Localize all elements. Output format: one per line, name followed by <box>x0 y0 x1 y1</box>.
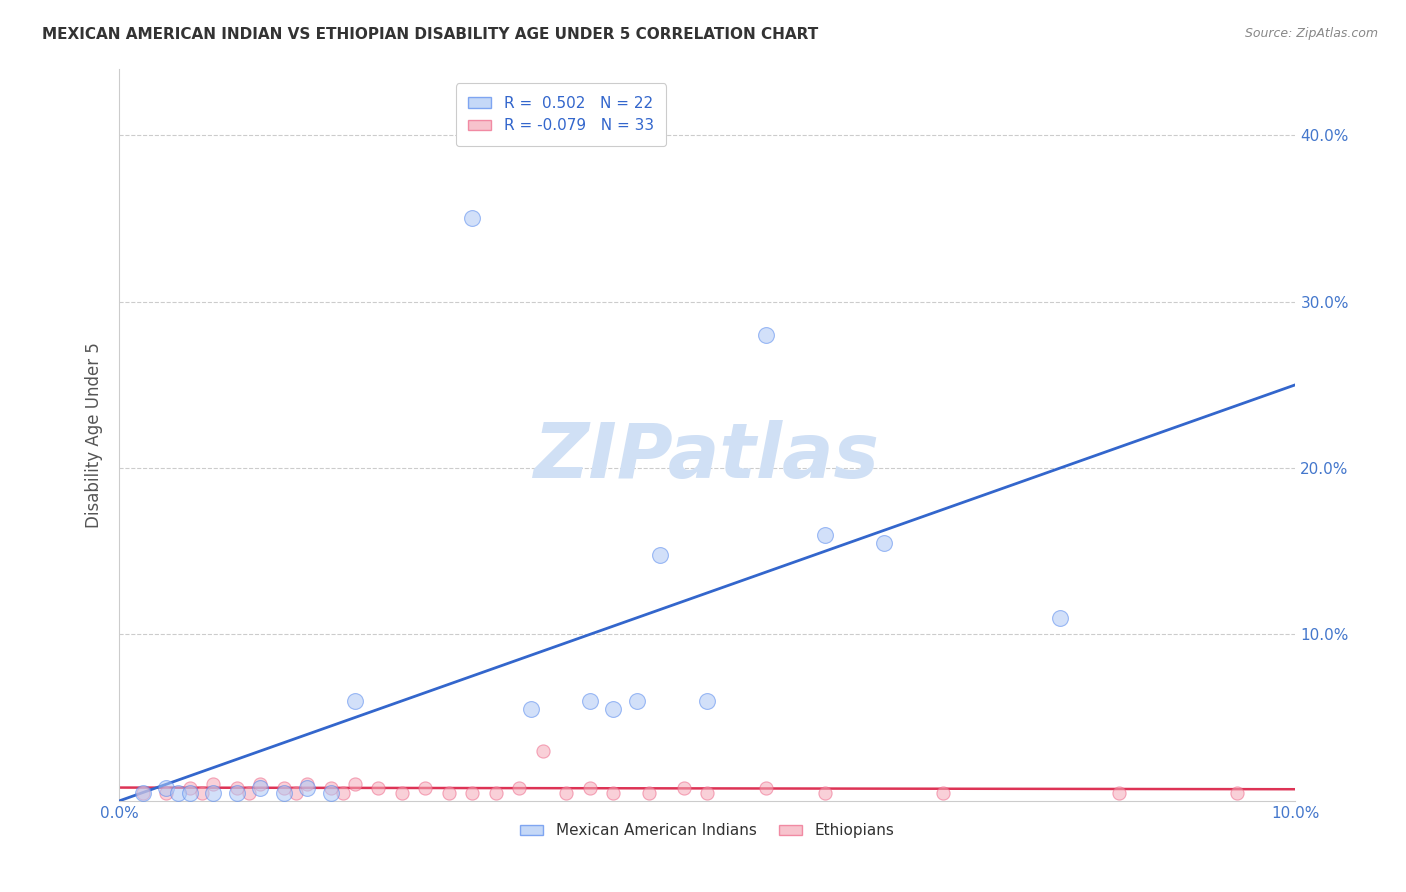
Point <box>202 777 225 791</box>
Point <box>755 327 778 342</box>
Point <box>332 786 354 800</box>
Point <box>132 786 155 800</box>
Text: ZIPatlas: ZIPatlas <box>534 419 880 493</box>
Point <box>696 694 718 708</box>
Point <box>343 777 366 791</box>
Point <box>650 548 672 562</box>
Point <box>155 786 177 800</box>
Point <box>696 786 718 800</box>
Point <box>1108 786 1130 800</box>
Point <box>555 786 578 800</box>
Y-axis label: Disability Age Under 5: Disability Age Under 5 <box>86 342 103 528</box>
Point <box>626 694 648 708</box>
Point <box>602 702 624 716</box>
Text: Source: ZipAtlas.com: Source: ZipAtlas.com <box>1244 27 1378 40</box>
Point <box>520 702 543 716</box>
Point <box>319 786 342 800</box>
Point <box>391 786 413 800</box>
Point <box>225 780 247 795</box>
Point <box>437 786 460 800</box>
Point <box>578 694 600 708</box>
Point <box>155 780 177 795</box>
Point <box>319 780 342 795</box>
Text: MEXICAN AMERICAN INDIAN VS ETHIOPIAN DISABILITY AGE UNDER 5 CORRELATION CHART: MEXICAN AMERICAN INDIAN VS ETHIOPIAN DIS… <box>42 27 818 42</box>
Point <box>238 786 260 800</box>
Point <box>167 786 190 800</box>
Point <box>297 777 319 791</box>
Point <box>672 780 695 795</box>
Point <box>578 780 600 795</box>
Point <box>1049 611 1071 625</box>
Point <box>508 780 530 795</box>
Point <box>190 786 212 800</box>
Point <box>273 780 295 795</box>
Point <box>873 536 896 550</box>
Point <box>367 780 389 795</box>
Point <box>202 786 225 800</box>
Point <box>461 786 484 800</box>
Point <box>485 786 508 800</box>
Point <box>225 786 247 800</box>
Point <box>249 780 271 795</box>
Legend: Mexican American Indians, Ethiopians: Mexican American Indians, Ethiopians <box>515 817 900 845</box>
Point <box>531 744 554 758</box>
Point <box>273 786 295 800</box>
Point <box>931 786 953 800</box>
Point <box>297 780 319 795</box>
Point <box>461 211 484 226</box>
Point <box>132 786 155 800</box>
Point <box>343 694 366 708</box>
Point <box>814 527 837 541</box>
Point <box>637 786 659 800</box>
Point <box>413 780 436 795</box>
Point <box>814 786 837 800</box>
Point <box>179 780 201 795</box>
Point <box>602 786 624 800</box>
Point <box>249 777 271 791</box>
Point <box>1226 786 1249 800</box>
Point <box>179 786 201 800</box>
Point <box>284 786 307 800</box>
Point <box>755 780 778 795</box>
